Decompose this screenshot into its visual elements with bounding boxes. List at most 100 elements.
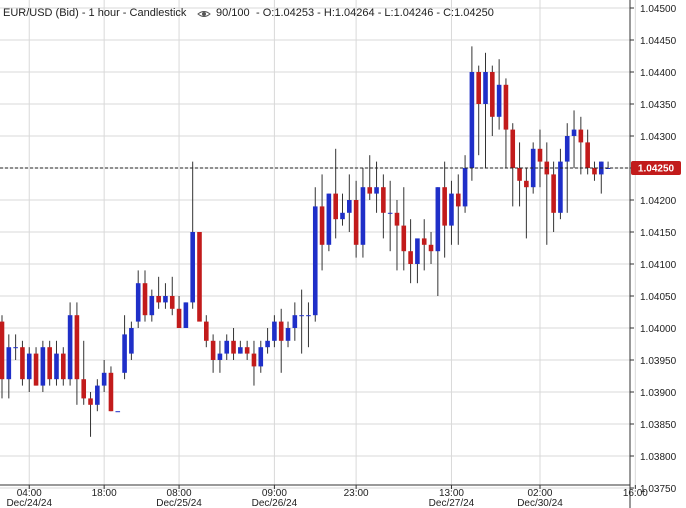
candle-body — [224, 340, 230, 354]
candle — [122, 315, 127, 380]
candle-body — [88, 398, 93, 405]
candle — [163, 283, 168, 309]
candle-body — [238, 347, 243, 354]
candle-body — [81, 379, 87, 399]
candle-body — [469, 72, 475, 168]
candle — [571, 110, 577, 168]
candle-body — [510, 129, 516, 168]
candle — [238, 340, 243, 354]
x-tick-date: Dec/24/24 — [6, 498, 52, 508]
candle-body — [326, 193, 332, 245]
candle-body — [231, 340, 236, 354]
candle — [217, 340, 223, 373]
eye-icon[interactable] — [197, 11, 211, 17]
candle — [387, 180, 393, 252]
candle-body — [20, 347, 25, 380]
candle — [340, 193, 345, 226]
candle — [496, 59, 502, 130]
candle-body — [428, 244, 434, 252]
candle-body — [367, 187, 373, 194]
candle — [401, 187, 407, 271]
candle-body — [530, 148, 536, 188]
x-tick-time: 04:00 — [17, 488, 42, 499]
candle — [394, 200, 400, 271]
candle-body — [353, 200, 359, 245]
candle — [598, 161, 604, 194]
candle-body — [462, 168, 468, 207]
candle-body — [306, 315, 311, 317]
x-tick-time: 09:00 — [262, 488, 287, 499]
candle-body — [449, 193, 454, 226]
candle — [210, 334, 216, 373]
candle-body — [592, 168, 597, 175]
candle-body — [6, 347, 12, 380]
candle — [129, 321, 134, 360]
candle — [149, 289, 155, 322]
candle-body — [204, 321, 209, 341]
candle — [381, 174, 386, 239]
y-tick-label: 1.04300 — [640, 132, 677, 143]
candle-body — [197, 232, 202, 322]
candle — [0, 315, 5, 399]
candle-body — [40, 347, 46, 386]
candle-body — [319, 206, 325, 245]
y-tick-label: 1.03800 — [640, 452, 677, 463]
candle — [135, 270, 141, 328]
candle — [374, 161, 379, 213]
candle-body — [564, 136, 570, 162]
candle-body — [605, 168, 611, 169]
candle-body — [67, 315, 73, 380]
candle — [605, 161, 611, 169]
candle-body — [490, 72, 495, 117]
candle — [537, 129, 543, 188]
candle-body — [135, 283, 141, 322]
last-price-badge: 1.04250 — [631, 161, 681, 175]
candle-body — [394, 212, 400, 226]
candle-body — [278, 321, 284, 341]
candle-body — [537, 148, 543, 162]
candle — [408, 219, 413, 284]
candle-body — [340, 212, 345, 220]
last-price-badge-bg — [631, 161, 681, 175]
candle-body — [503, 84, 509, 130]
grid — [0, 0, 636, 489]
x-tick-date: Dec/27/24 — [429, 498, 475, 508]
candle-body — [129, 328, 134, 354]
candle-body — [108, 372, 114, 412]
candle-body — [183, 302, 189, 328]
x-tick-time: 18:00 — [92, 488, 117, 499]
candle-body — [415, 238, 420, 264]
candle — [544, 142, 550, 245]
candle-body — [292, 315, 298, 328]
candle-body — [455, 193, 461, 207]
candle-body — [0, 321, 5, 380]
candle — [585, 129, 590, 175]
x-tick-time: 02:00 — [527, 488, 552, 499]
candle-body — [496, 84, 502, 117]
candle-body — [551, 174, 556, 213]
candle-body — [408, 251, 413, 264]
candle — [115, 411, 121, 413]
candle — [312, 187, 318, 322]
y-tick-label: 1.03950 — [640, 356, 677, 367]
candle — [33, 347, 39, 386]
candle-body — [347, 200, 352, 213]
chart-title: EUR/USD (Bid) - 1 hour - Candlestick — [3, 7, 187, 19]
candle-body — [265, 340, 270, 348]
x-tick-time: 08:00 — [167, 488, 192, 499]
candle — [183, 302, 189, 328]
candle — [251, 340, 257, 386]
candle — [244, 340, 250, 360]
candle-body — [483, 72, 488, 104]
candle-body — [47, 347, 52, 380]
x-tick-date: Dec/26/24 — [252, 498, 298, 508]
candle — [54, 340, 59, 386]
candle — [60, 347, 66, 386]
candle — [415, 238, 420, 284]
candle-body — [217, 353, 223, 360]
candle — [483, 52, 488, 168]
candle-body — [578, 129, 584, 143]
candle — [204, 315, 209, 348]
